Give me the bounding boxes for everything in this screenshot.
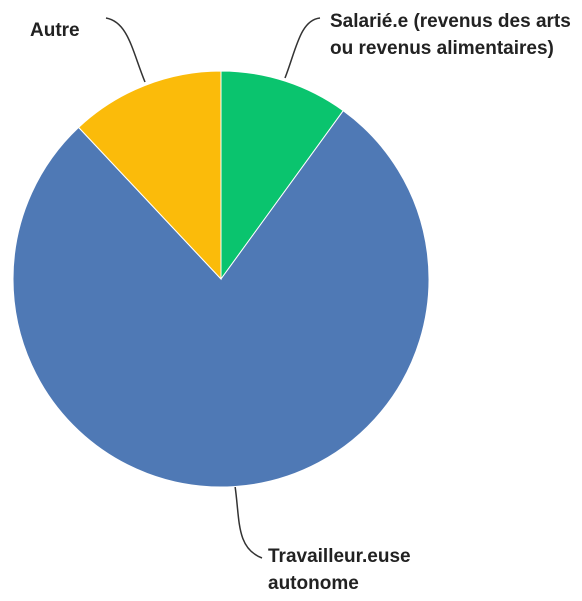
slice-label: Travailleur.euse autonome (268, 546, 411, 594)
pie-slice (12, 110, 430, 488)
leader-line (284, 17, 321, 79)
pie-slice (220, 70, 344, 281)
pie-slice (77, 70, 222, 281)
slice-label: Autre (30, 20, 80, 41)
leader-line (234, 485, 263, 559)
leader-line (105, 17, 146, 83)
slice-label: Salarié.e (revenus des arts ou revenus a… (330, 11, 571, 59)
